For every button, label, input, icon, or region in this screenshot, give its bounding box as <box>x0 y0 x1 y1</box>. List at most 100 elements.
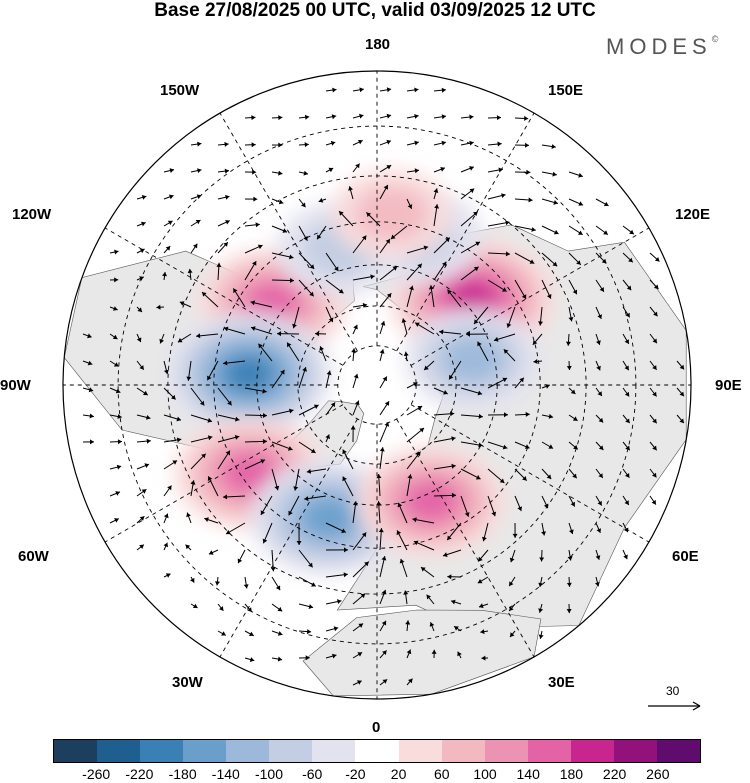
wind-vector-head <box>651 499 656 505</box>
wind-vector <box>379 589 387 605</box>
wind-vector <box>338 210 354 227</box>
wind-vector <box>595 441 604 451</box>
wind-vector <box>276 331 300 337</box>
wind-vector <box>162 271 167 281</box>
wind-vector-head <box>89 413 94 419</box>
wind-vector-head <box>416 451 421 457</box>
wind-vector-head <box>502 377 508 383</box>
wind-vector-head <box>595 581 600 587</box>
wind-vector-head <box>163 513 169 519</box>
anomaly-contour <box>443 337 503 382</box>
wind-vector <box>244 169 257 175</box>
wind-vector <box>433 237 451 254</box>
wind-vector <box>406 451 421 470</box>
wind-vector <box>342 449 354 470</box>
wind-vector-head <box>386 113 392 119</box>
colorbar-tick-label: -180 <box>168 766 197 782</box>
wind-vector-head <box>529 259 535 264</box>
wind-vector <box>298 629 312 635</box>
wind-vector <box>109 360 119 367</box>
wind-vector <box>250 326 273 335</box>
wind-vector-head <box>287 342 292 348</box>
wind-vector-head <box>598 445 604 450</box>
wind-vector <box>649 279 659 290</box>
wind-vector <box>225 522 246 535</box>
wind-vector <box>217 414 240 422</box>
wind-vector <box>568 495 576 507</box>
wind-vector-head <box>224 168 229 174</box>
wind-vector <box>244 459 266 470</box>
meridian-line <box>410 404 650 543</box>
wind-vector <box>271 278 295 283</box>
wind-vector-head <box>450 411 455 417</box>
wind-vector-head <box>533 359 538 364</box>
wind-vector-head <box>341 528 346 533</box>
colorbar-tick-label: -220 <box>125 766 154 782</box>
wind-vector <box>366 212 381 227</box>
wind-vector-head <box>480 629 485 635</box>
wind-vector <box>568 468 578 479</box>
wind-vector <box>379 620 387 632</box>
wind-vector <box>271 252 294 260</box>
wind-vector <box>271 198 284 205</box>
wind-vector <box>487 193 506 200</box>
wind-vector <box>298 441 316 454</box>
wind-vector-head <box>519 377 524 383</box>
wind-vector-head <box>201 453 206 459</box>
wind-vector-head <box>603 230 608 235</box>
wind-vector-head <box>441 114 446 120</box>
wind-vector <box>460 387 483 396</box>
wind-vector-head <box>169 168 174 173</box>
wind-vector <box>352 400 360 416</box>
wind-vector <box>82 439 95 445</box>
wind-vector-head <box>359 87 364 93</box>
wind-vector <box>379 184 389 200</box>
wind-vector <box>271 369 285 389</box>
wind-vector-head <box>258 343 263 349</box>
wind-vector <box>163 387 176 400</box>
wind-vector <box>190 453 207 470</box>
wind-vector <box>298 114 310 120</box>
wind-vector <box>622 252 634 263</box>
wind-vector-head <box>114 518 119 523</box>
wind-vector-head <box>361 235 367 241</box>
wind-vector-head <box>569 529 574 534</box>
wind-vector-head <box>408 678 413 684</box>
wind-vector-head <box>354 400 360 406</box>
wind-vector <box>352 501 358 524</box>
wind-vector-head <box>332 87 337 93</box>
wind-vector <box>271 115 283 121</box>
wind-vector <box>487 115 502 121</box>
wind-vector <box>406 87 419 93</box>
wind-vector-head <box>328 317 334 323</box>
wind-vector-head <box>451 463 456 469</box>
wind-vector-head <box>255 222 260 228</box>
wind-vector-head <box>358 623 364 628</box>
wind-vector-head <box>473 266 479 272</box>
wind-vector-head <box>625 418 630 424</box>
wind-vector <box>325 547 349 553</box>
wind-vector-head <box>223 494 228 500</box>
wind-vector <box>163 414 182 422</box>
wind-vector <box>622 225 635 235</box>
wind-vector-head <box>505 251 510 257</box>
wind-vector-head <box>352 501 358 506</box>
wind-vector <box>163 194 174 200</box>
wind-vector-head <box>277 656 283 662</box>
wind-vector-head <box>406 649 412 655</box>
wind-vector-head <box>208 550 214 555</box>
wind-vector <box>399 558 408 578</box>
wind-vector-head <box>223 326 229 332</box>
wind-vector-head <box>162 272 167 277</box>
wind-vector <box>379 422 390 443</box>
wind-vector-head <box>451 436 456 442</box>
wind-vector-head <box>344 547 348 553</box>
wind-vector-head <box>330 140 336 146</box>
wind-vector <box>538 603 544 613</box>
wind-vector <box>541 441 554 449</box>
wind-vector-head <box>353 373 359 379</box>
colorbar-bin <box>355 740 399 762</box>
wind-vector <box>352 274 375 281</box>
wind-vector-head <box>597 500 602 506</box>
wind-vector-head <box>596 528 601 533</box>
